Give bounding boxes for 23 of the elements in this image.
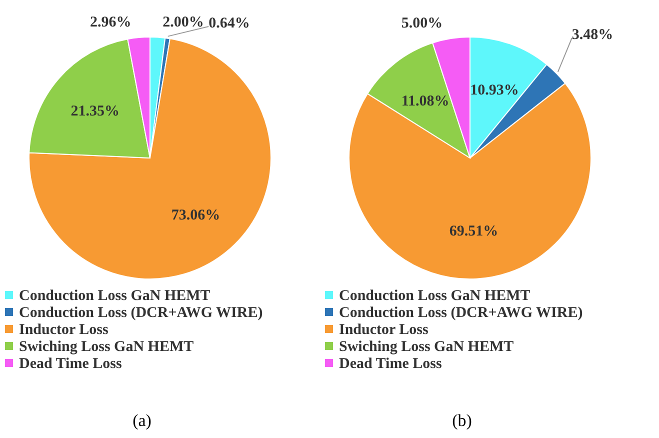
- legend-label: Inductor Loss: [339, 322, 428, 338]
- data-label: 0.64%: [208, 15, 250, 32]
- data-label: 69.51%: [449, 224, 498, 240]
- legend-label: Conduction Loss (DCR+AWG WIRE): [339, 305, 583, 321]
- data-label: 3.48%: [572, 27, 614, 43]
- legend-label: Dead Time Loss: [19, 356, 122, 372]
- data-label: 21.35%: [70, 103, 120, 120]
- data-label: 11.08%: [401, 94, 450, 110]
- legend-label: Swiching Loss GaN HEMT: [339, 339, 514, 355]
- data-label: 73.06%: [171, 207, 220, 224]
- legend-label: Conduction Loss GaN HEMT: [339, 288, 530, 304]
- legend-label: Dead Time Loss: [339, 356, 442, 372]
- data-label: 2.00%: [162, 14, 204, 30]
- text: (b): [452, 411, 472, 430]
- legend-label: Swiching Loss GaN HEMT: [19, 339, 194, 355]
- text: (a): [132, 411, 152, 430]
- data-label: 2.96%: [90, 14, 132, 31]
- legend-label: Inductor Loss: [19, 322, 108, 338]
- data-label: 5.00%: [401, 16, 443, 32]
- legend-label: Conduction Loss GaN HEMT: [19, 288, 210, 304]
- legend-label: Conduction Loss (DCR+AWG WIRE): [19, 305, 263, 321]
- data-label: 10.93%: [470, 82, 519, 99]
- pie-slice: [28, 38, 272, 280]
